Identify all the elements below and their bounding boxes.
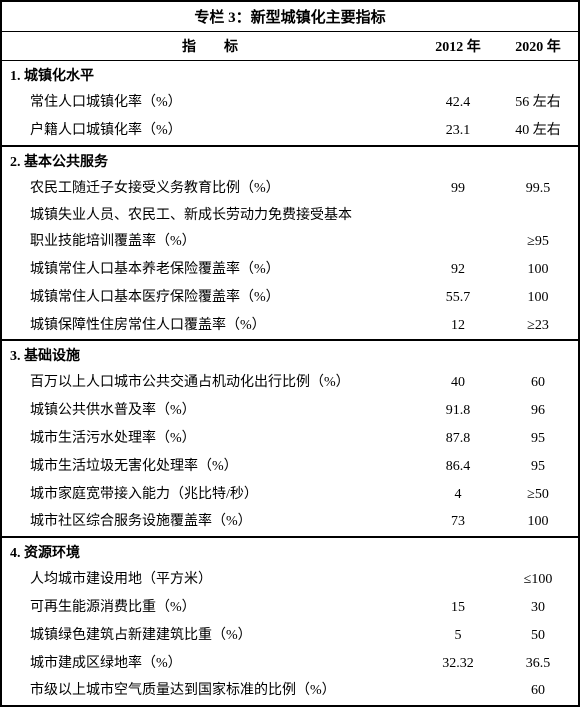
section-heading: 3. 基础设施 (2, 340, 578, 369)
row-value-2020: 56 左右 (498, 91, 578, 115)
row-value-2012: 4 (418, 483, 498, 507)
row-value-2020: ≤100 (498, 568, 578, 592)
row-label: 城镇保障性住房常住人口覆盖率（%） (2, 314, 418, 338)
row-label: 可再生能源消费比重（%） (2, 596, 418, 620)
row-value-2020: 95 (498, 455, 578, 479)
row-continuation: 城镇失业人员、农民工、新成长劳动力免费接受基本 (2, 202, 578, 228)
table-title: 专栏 3：新型城镇化主要指标 (2, 2, 578, 32)
header-year2: 2020 年 (498, 32, 578, 60)
row-value-2012: 32.32 (418, 652, 498, 676)
row-value-2012: 55.7 (418, 286, 498, 310)
row-value-2012: 73 (418, 510, 498, 534)
row-label: 市级以上城市空气质量达到国家标准的比例（%） (2, 679, 418, 703)
row-value-2020: ≥50 (498, 483, 578, 507)
table-row: 城镇常住人口基本养老保险覆盖率（%）92100 (2, 256, 578, 284)
row-value-2020: 60 (498, 371, 578, 395)
row-value-2020: 60 (498, 679, 578, 703)
table-row: 城市社区综合服务设施覆盖率（%）73100 (2, 508, 578, 537)
row-value-2020: 100 (498, 510, 578, 534)
row-label: 百万以上人口城市公共交通占机动化出行比例（%） (2, 371, 418, 395)
section-heading: 2. 基本公共服务 (2, 146, 578, 175)
table-body: 1. 城镇化水平常住人口城镇化率（%）42.456 左右户籍人口城镇化率（%）2… (2, 61, 578, 705)
row-label: 农民工随迁子女接受义务教育比例（%） (2, 177, 418, 201)
row-value-2012: 15 (418, 596, 498, 620)
row-label: 城镇常住人口基本医疗保险覆盖率（%） (2, 286, 418, 310)
row-value-2012: 23.1 (418, 119, 498, 143)
row-value-2020: 100 (498, 258, 578, 282)
table-row: 可再生能源消费比重（%）1530 (2, 594, 578, 622)
row-label: 城市社区综合服务设施覆盖率（%） (2, 510, 418, 534)
row-value-2012: 92 (418, 258, 498, 282)
table-row: 城市生活垃圾无害化处理率（%）86.495 (2, 453, 578, 481)
table-row: 常住人口城镇化率（%）42.456 左右 (2, 89, 578, 117)
row-value-2012: 40 (418, 371, 498, 395)
row-label: 城镇绿色建筑占新建建筑比重（%） (2, 624, 418, 648)
table-row: 城市生活污水处理率（%）87.895 (2, 425, 578, 453)
row-label: 城镇常住人口基本养老保险覆盖率（%） (2, 258, 418, 282)
table-container: 专栏 3：新型城镇化主要指标 指标 2012 年 2020 年 1. 城镇化水平… (0, 0, 580, 707)
section-heading: 1. 城镇化水平 (2, 61, 578, 89)
row-value-2020: 100 (498, 286, 578, 310)
row-value-2012: 5 (418, 624, 498, 648)
table-row: 职业技能培训覆盖率（%） ≥95 (2, 228, 578, 256)
row-value-2012 (418, 679, 498, 703)
table-row: 市级以上城市空气质量达到国家标准的比例（%） 60 (2, 677, 578, 705)
table-row: 城镇公共供水普及率（%）91.896 (2, 397, 578, 425)
table-row: 城镇绿色建筑占新建建筑比重（%）550 (2, 622, 578, 650)
header-indicator: 指标 (2, 32, 418, 60)
row-value-2012: 12 (418, 314, 498, 338)
table-row: 城镇保障性住房常住人口覆盖率（%）12≥23 (2, 312, 578, 341)
table-row: 人均城市建设用地（平方米） ≤100 (2, 566, 578, 594)
row-value-2020: 50 (498, 624, 578, 648)
row-value-2020: 30 (498, 596, 578, 620)
row-value-2020: 95 (498, 427, 578, 451)
row-value-2012 (418, 568, 498, 592)
table-row: 城市家庭宽带接入能力（兆比特/秒）4≥50 (2, 481, 578, 509)
row-value-2012: 91.8 (418, 399, 498, 423)
header-year1: 2012 年 (418, 32, 498, 60)
table-row: 户籍人口城镇化率（%）23.140 左右 (2, 117, 578, 146)
table-row: 城市建成区绿地率（%）32.3236.5 (2, 650, 578, 678)
row-label: 人均城市建设用地（平方米） (2, 568, 418, 592)
row-label: 户籍人口城镇化率（%） (2, 119, 418, 143)
row-value-2012: 99 (418, 177, 498, 201)
row-value-2020: 40 左右 (498, 119, 578, 143)
section-heading: 4. 资源环境 (2, 537, 578, 566)
row-value-2020: 96 (498, 399, 578, 423)
row-value-2020: 99.5 (498, 177, 578, 201)
row-label: 城市生活垃圾无害化处理率（%） (2, 455, 418, 479)
table-row: 城镇常住人口基本医疗保险覆盖率（%）55.7100 (2, 284, 578, 312)
row-label: 城镇公共供水普及率（%） (2, 399, 418, 423)
row-label: 常住人口城镇化率（%） (2, 91, 418, 115)
row-value-2012: 86.4 (418, 455, 498, 479)
row-value-2020: ≥23 (498, 314, 578, 338)
row-value-2020: ≥95 (498, 230, 578, 254)
row-label: 职业技能培训覆盖率（%） (2, 230, 418, 254)
table-row: 百万以上人口城市公共交通占机动化出行比例（%）4060 (2, 369, 578, 397)
row-value-2020: 36.5 (498, 652, 578, 676)
row-value-2012: 87.8 (418, 427, 498, 451)
row-label: 城市家庭宽带接入能力（兆比特/秒） (2, 483, 418, 507)
table-header: 指标 2012 年 2020 年 (2, 32, 578, 61)
row-label: 城市建成区绿地率（%） (2, 652, 418, 676)
row-value-2012 (418, 230, 498, 254)
row-label: 城市生活污水处理率（%） (2, 427, 418, 451)
row-value-2012: 42.4 (418, 91, 498, 115)
table-row: 农民工随迁子女接受义务教育比例（%）9999.5 (2, 175, 578, 203)
